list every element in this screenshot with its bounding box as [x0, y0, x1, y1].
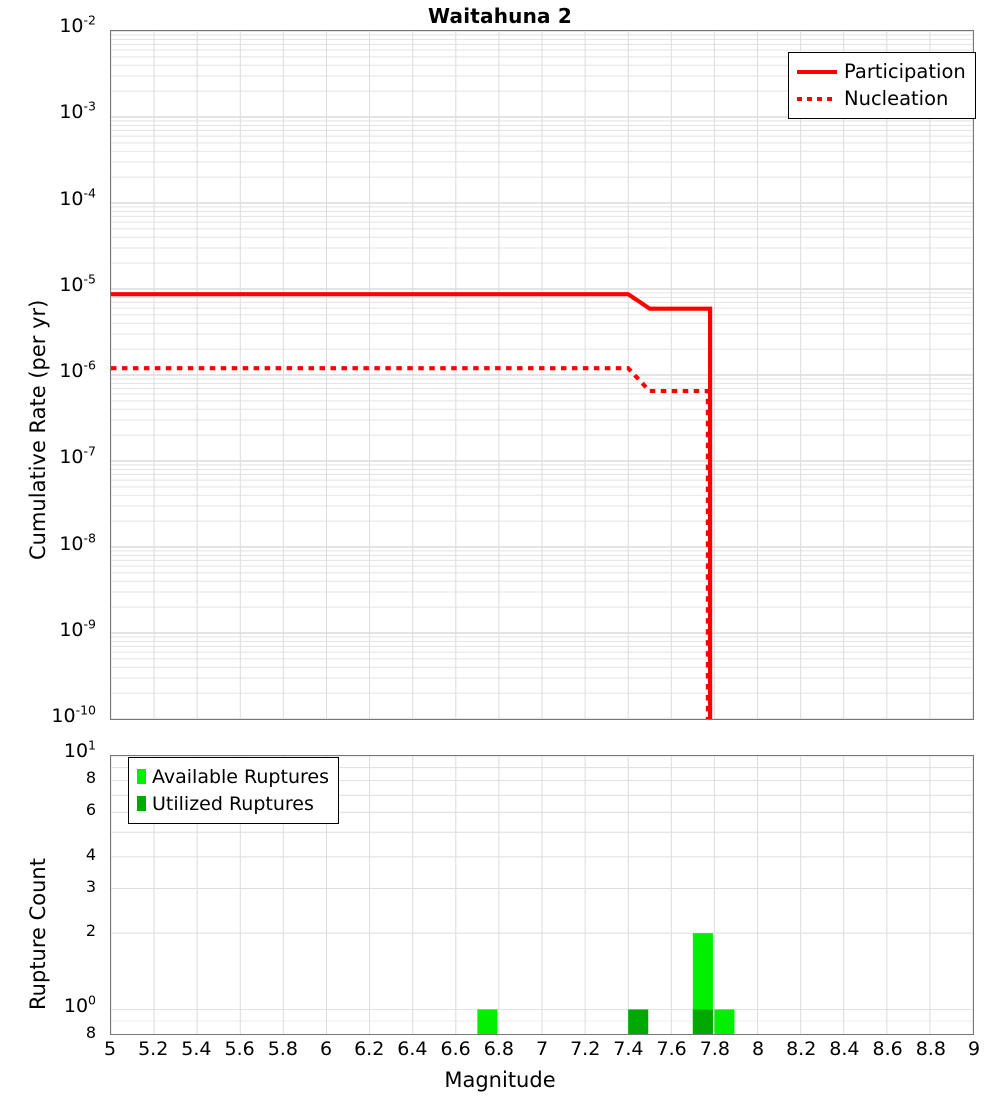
y-tick-top: 10-10: [51, 702, 96, 727]
x-tick: 6.4: [397, 1038, 428, 1060]
rate-curves: [111, 292, 713, 719]
x-tick: 7: [535, 1038, 549, 1060]
y-tick-bottom: 8: [85, 767, 96, 787]
y-tick-top: 10-4: [59, 185, 96, 210]
x-tick: 6: [319, 1038, 333, 1060]
x-tick: 7.4: [613, 1038, 644, 1060]
y-tick-bottom: 4: [85, 844, 96, 864]
y-tick-bottom: 6: [85, 799, 96, 819]
x-tick: 5.2: [138, 1038, 169, 1060]
x-tick: 6.6: [440, 1038, 471, 1060]
page-title: Waitahuna 2: [427, 4, 573, 28]
legend-label-available-ruptures: Available Ruptures: [152, 765, 329, 788]
x-tick: 8.4: [829, 1038, 860, 1060]
y-axis-ticks-top: 10-2 10-3 10-4 10-5 10-6 10-7 10-8 10-9 10-10: [0, 14, 104, 726]
x-tick: 7.8: [699, 1038, 730, 1060]
y-tick-bottom: 8: [85, 1023, 96, 1042]
y-tick-top: 10-3: [59, 98, 96, 124]
x-tick: 7.6: [656, 1038, 687, 1060]
y-tick-top: 10-2: [59, 12, 96, 37]
x-tick: 8.2: [786, 1038, 817, 1060]
x-tick: 5.8: [267, 1038, 298, 1060]
cumulative-rate-plot: [110, 30, 974, 720]
legend-item-participation[interactable]: Participation: [797, 58, 966, 85]
y-tick-top: 10-5: [59, 271, 96, 296]
x-tick: 7.2: [570, 1038, 601, 1060]
legend-label-participation: Participation: [844, 60, 966, 83]
legend-item-nucleation[interactable]: Nucleation: [797, 85, 966, 112]
x-tick: 9: [967, 1038, 981, 1060]
y-tick-top: 10-6: [59, 357, 96, 382]
x-tick: 5: [103, 1038, 117, 1060]
y-axis-ticks-bottom: 101 8 6 4 3 2 100 8: [0, 739, 104, 1041]
x-axis-label: Magnitude: [444, 1068, 556, 1092]
legend-item-utilized-ruptures[interactable]: Utilized Ruptures: [137, 790, 329, 817]
legend-label-utilized-ruptures: Utilized Ruptures: [152, 792, 314, 815]
y-tick-bottom: 3: [85, 876, 96, 896]
y-tick-bottom: 2: [85, 921, 96, 941]
y-tick-bottom: 101: [63, 737, 96, 762]
green-square-swatch-icon: [137, 769, 146, 784]
rupture-bars: [477, 933, 735, 1034]
dotted-line-swatch-icon: [797, 96, 837, 101]
x-tick: 6.8: [483, 1038, 514, 1060]
x-tick: 5.4: [181, 1038, 212, 1060]
x-tick: 6.2: [354, 1038, 385, 1060]
legend-bottom: Available Ruptures Utilized Ruptures: [128, 757, 339, 824]
x-tick: 8.8: [915, 1038, 946, 1060]
plot-gridlines-top: [111, 31, 973, 719]
y-tick-top: 10-8: [59, 530, 96, 555]
y-tick-bottom: 100: [63, 992, 96, 1018]
dark-green-square-swatch-icon: [137, 796, 146, 811]
legend-label-nucleation: Nucleation: [844, 87, 949, 110]
x-tick: 5.6: [224, 1038, 255, 1060]
y-tick-top: 10-9: [59, 616, 96, 641]
x-tick: 8: [751, 1038, 765, 1060]
x-axis-ticks: 5 5.2 5.4 5.6 5.8 6 6.2 6.4 6.6 6.8 7 7.2 7.4 7.6 7.8 8…: [0, 1038, 1000, 1064]
legend-item-available-ruptures[interactable]: Available Ruptures: [137, 763, 329, 790]
y-tick-top: 10-7: [59, 443, 96, 469]
legend-top: Participation Nucleation: [788, 52, 976, 119]
solid-line-swatch-icon: [797, 69, 837, 74]
x-tick: 8.6: [872, 1038, 903, 1060]
